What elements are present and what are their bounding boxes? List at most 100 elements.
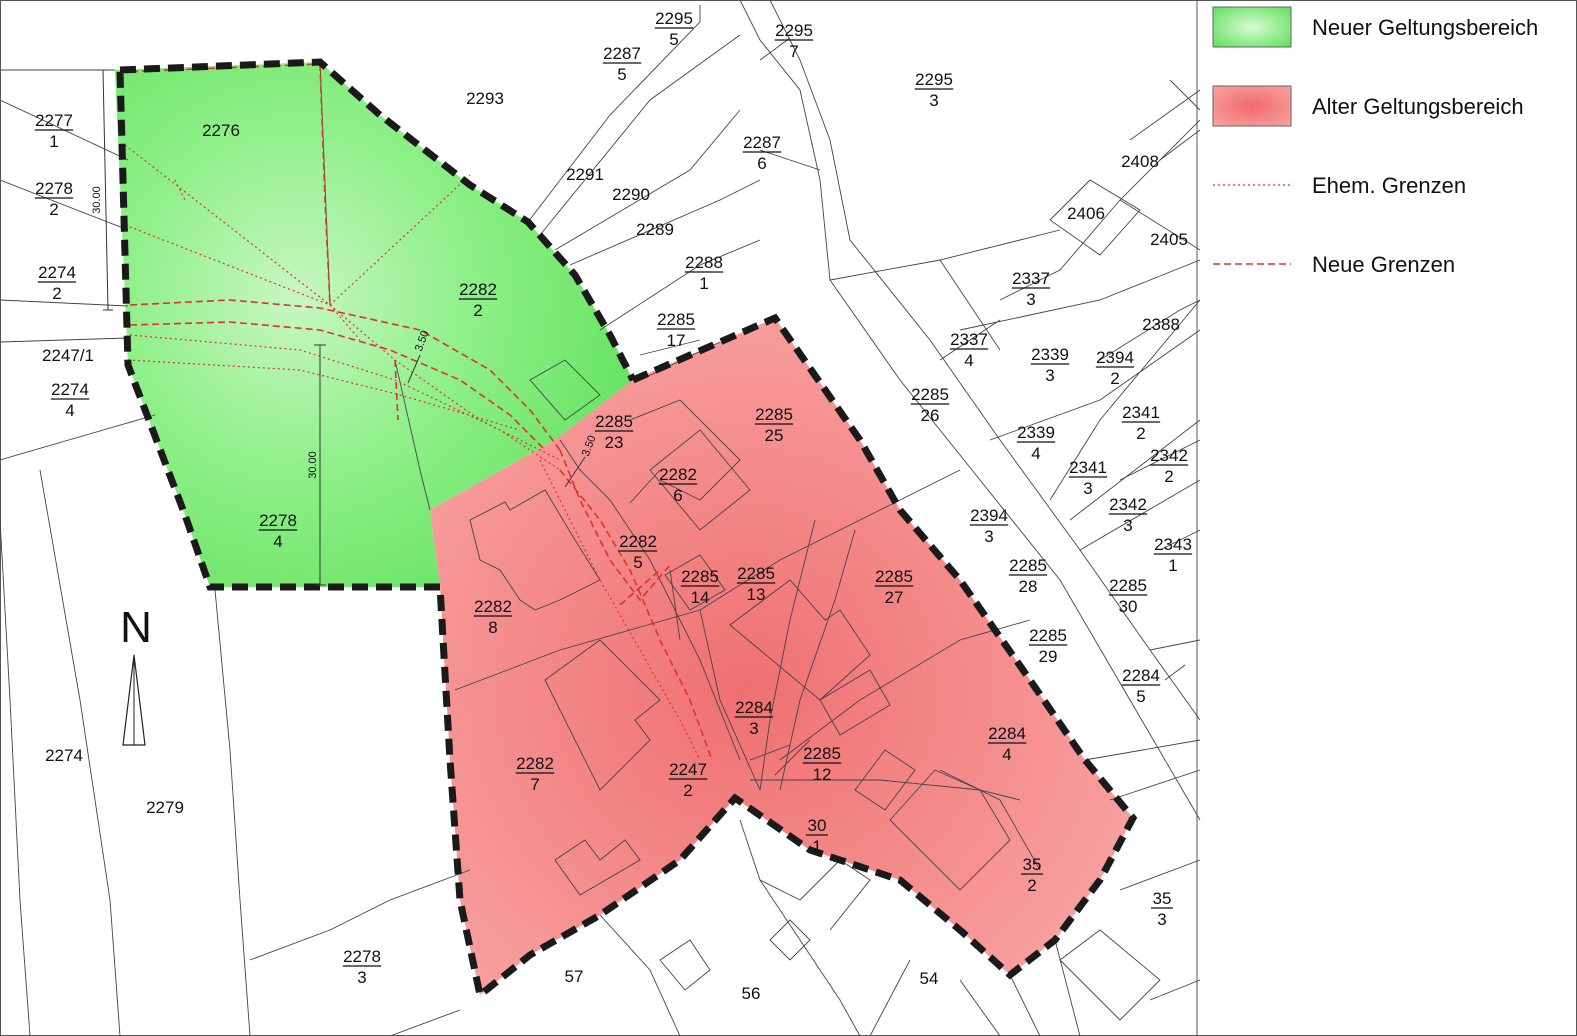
parcel-label: 2394 2 <box>1095 348 1135 388</box>
parcel-label: 2247/1 <box>42 346 94 365</box>
parcel-number: 2274 <box>45 746 83 765</box>
parcel-number: 2279 <box>146 798 184 817</box>
parcel-label: 2339 3 <box>1030 345 1070 385</box>
parcel-subnumber: 3 <box>357 968 366 987</box>
parcel-number: 57 <box>565 967 584 986</box>
parcel-label: 2278 4 <box>258 511 298 551</box>
parcel-subnumber: 29 <box>1039 647 1058 666</box>
parcel-subnumber: 2 <box>52 284 61 303</box>
parcel-label: 2339 4 <box>1016 423 1056 463</box>
parcel-label: 2408 <box>1121 152 1159 171</box>
parcel-subnumber: 30 <box>1119 597 1138 616</box>
old-area-boundary <box>436 313 1138 1002</box>
parcel-lines <box>0 0 1201 1036</box>
parcel-label: 2295 7 <box>774 21 814 61</box>
north-label: N <box>120 603 152 652</box>
parcel-label: 2342 2 <box>1149 446 1189 486</box>
parcel-label: 2274 4 <box>50 380 90 420</box>
area-boundaries <box>116 58 1138 1002</box>
parcel-number: 2247/1 <box>42 346 94 365</box>
parcel-label: 2337 3 <box>1011 269 1051 309</box>
parcel-number: 2285 <box>737 564 775 583</box>
parcel-number: 2274 <box>38 263 76 282</box>
parcel-number: 2282 <box>516 754 554 773</box>
parcel-number: 2295 <box>775 21 813 40</box>
parcel-subnumber: 3 <box>1123 516 1132 535</box>
parcel-number: 2289 <box>636 220 674 239</box>
parcel-label: 2285 29 <box>1028 626 1068 666</box>
parcel-label: 2337 4 <box>949 330 989 370</box>
parcel-number: 2341 <box>1069 458 1107 477</box>
parcel-label: 2247 2 <box>668 760 708 800</box>
parcel-subnumber: 25 <box>765 426 784 445</box>
parcel-label: 2284 5 <box>1121 666 1161 706</box>
parcel-number: 2285 <box>875 567 913 586</box>
parcel-subnumber: 5 <box>617 65 626 84</box>
parcel-label: 2282 8 <box>473 597 513 637</box>
parcel-subnumber: 4 <box>273 532 282 551</box>
parcel-number: 2277 <box>35 111 73 130</box>
parcel-label: 2282 7 <box>515 754 555 794</box>
parcel-number: 2284 <box>1122 666 1160 685</box>
area-fills <box>115 62 1133 995</box>
parcel-subnumber: 23 <box>605 433 624 452</box>
parcel-subnumber: 1 <box>812 837 821 856</box>
parcel-label: 2278 3 <box>342 947 382 987</box>
parcel-label: 2291 <box>566 165 604 184</box>
parcel-subnumber: 5 <box>633 553 642 572</box>
legend-new-area-swatch <box>1212 6 1292 48</box>
new-area-fill <box>115 62 633 587</box>
parcel-subnumber: 28 <box>1019 577 1038 596</box>
parcel-number: 2295 <box>915 70 953 89</box>
parcel-label: 2388 <box>1142 315 1180 334</box>
parcel-number: 2278 <box>35 179 73 198</box>
parcel-subnumber: 2 <box>1164 467 1173 486</box>
parcel-label: 2274 2 <box>37 263 77 303</box>
parcel-label: 2282 2 <box>458 280 498 320</box>
parcel-label: 2284 4 <box>987 724 1027 764</box>
parcel-number: 2284 <box>988 724 1026 743</box>
parcel-label: 57 <box>565 967 584 986</box>
parcel-subnumber: 7 <box>789 42 798 61</box>
parcel-subnumber: 4 <box>1031 444 1040 463</box>
parcel-number: 2282 <box>619 532 657 551</box>
parcel-number: 2388 <box>1142 315 1180 334</box>
parcel-label: 2285 17 <box>656 310 696 350</box>
parcel-number: 35 <box>1023 855 1042 874</box>
parcel-number: 2276 <box>202 121 240 140</box>
parcel-number: 2394 <box>970 506 1008 525</box>
parcel-subnumber: 14 <box>691 588 710 607</box>
parcel-subnumber: 1 <box>49 132 58 151</box>
parcel-number: 2285 <box>1109 576 1147 595</box>
parcel-number: 2247 <box>669 760 707 779</box>
parcel-subnumber: 13 <box>747 585 766 604</box>
parcel-number: 2284 <box>735 698 773 717</box>
parcel-number: 2342 <box>1109 495 1147 514</box>
parcel-number: 2295 <box>655 9 693 28</box>
parcel-label: 2295 5 <box>654 9 694 49</box>
old-area-fill <box>430 318 1133 995</box>
parcel-label: 2341 2 <box>1121 403 1161 443</box>
parcel-label: 2342 3 <box>1108 495 1148 535</box>
parcel-label: 2274 <box>45 746 83 765</box>
parcel-label: 2285 23 <box>594 412 634 452</box>
parcel-subnumber: 1 <box>1168 556 1177 575</box>
parcel-number: 2287 <box>603 44 641 63</box>
legend: Neuer Geltungsbereich Alter Geltungsbere… <box>1212 6 1538 277</box>
parcel-label: 2279 <box>146 798 184 817</box>
parcel-label: 2288 1 <box>684 253 724 293</box>
parcel-subnumber: 6 <box>757 154 766 173</box>
parcel-number: 2285 <box>755 405 793 424</box>
dimension-lines <box>98 69 586 586</box>
parcel-number: 2291 <box>566 165 604 184</box>
parcel-number: 2285 <box>681 567 719 586</box>
parcel-subnumber: 3 <box>1026 290 1035 309</box>
parcel-subnumber: 17 <box>667 331 686 350</box>
parcel-subnumber: 4 <box>1002 745 1011 764</box>
parcel-label: 301 <box>806 816 828 856</box>
parcel-label: 2276 <box>202 121 240 140</box>
parcel-subnumber: 3 <box>984 527 993 546</box>
parcel-label: 2285 12 <box>802 744 842 784</box>
parcel-label: 2287 5 <box>602 44 642 84</box>
